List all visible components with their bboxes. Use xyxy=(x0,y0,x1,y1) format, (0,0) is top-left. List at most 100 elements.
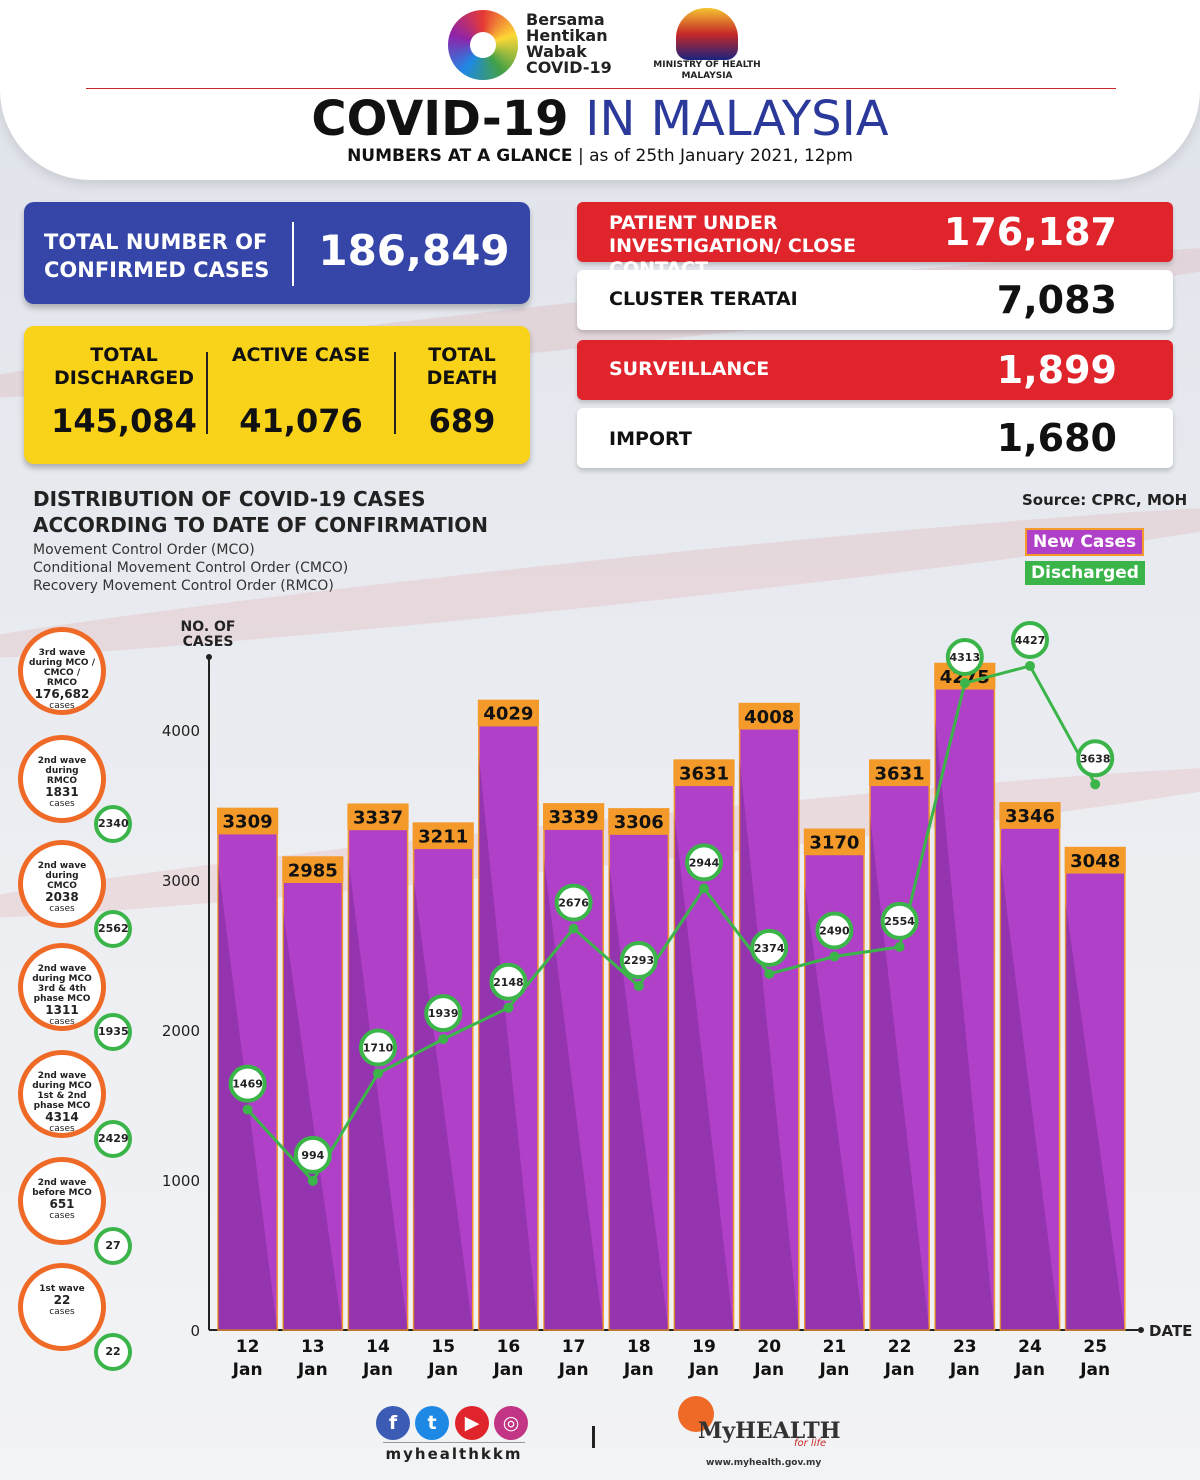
discharged-value-label: 4313 xyxy=(949,651,980,664)
x-tick-month: Jan xyxy=(492,1360,523,1380)
cluster-label: CLUSTER TERATAI xyxy=(609,288,798,310)
discharged-marker xyxy=(815,911,854,950)
x-tick-month: Jan xyxy=(362,1360,393,1380)
surveillance-value: 1,899 xyxy=(996,348,1117,392)
import-row: IMPORT 1,680 xyxy=(577,408,1173,468)
x-tick-day: 25 xyxy=(1083,1337,1107,1357)
wave-bubble: 2nd wave before MCO 651 cases xyxy=(18,1157,106,1245)
discharged-marker xyxy=(619,941,658,980)
discharged-marker xyxy=(489,962,528,1001)
discharged-marker xyxy=(685,843,723,882)
discharged-value: 145,084 xyxy=(51,402,197,440)
youtube-icon[interactable]: ▶ xyxy=(455,1406,489,1440)
wave-label: 3rd wave during MCO / CMCO / RMCO xyxy=(29,648,95,688)
x-tick-month: Jan xyxy=(688,1360,719,1380)
bar-shade xyxy=(218,863,278,1330)
wave-label: 2nd wave before MCO xyxy=(32,1178,92,1198)
wave-count: 1311 xyxy=(45,1003,79,1017)
facebook-icon[interactable]: f xyxy=(376,1406,410,1440)
bar-value-label: 3346 xyxy=(1005,806,1055,827)
wave-bubble: 3rd wave during MCO / CMCO / RMCO 176,682… xyxy=(18,627,106,715)
y-tick-label: 2000 xyxy=(162,1022,200,1040)
myhealth-brand: MyHEALTH xyxy=(698,1418,841,1444)
discharged-point xyxy=(633,981,644,992)
pui-close-contact-row: PATIENT UNDER INVESTIGATION/ CLOSE CONTA… xyxy=(577,202,1173,280)
discharged-value-label: 2554 xyxy=(884,915,915,928)
y-tick-label: 3000 xyxy=(162,872,200,890)
bar-label-bg xyxy=(999,802,1061,829)
wave-discharged-badge: 2562 xyxy=(94,910,132,948)
x-tick-day: 24 xyxy=(1018,1337,1042,1357)
bar xyxy=(478,724,539,1331)
wave-unit: cases xyxy=(49,904,75,914)
campaign-logo-text: Bersama Hentikan Wabak COVID-19 xyxy=(526,10,612,77)
legend-new-cases: New Cases xyxy=(1025,528,1145,556)
discharged-value-label: 3638 xyxy=(1080,752,1111,765)
discharged-value-label: 2293 xyxy=(623,954,654,967)
discharged-point xyxy=(829,951,840,962)
y-axis-label: NO. OF xyxy=(181,619,236,635)
discharged-value-label: 2676 xyxy=(558,897,589,910)
y-tick-label: 1000 xyxy=(162,1172,200,1190)
instagram-icon[interactable]: ◎ xyxy=(494,1406,528,1440)
surveillance-row: SURVEILLANCE 1,899 xyxy=(577,340,1173,400)
discharged-point xyxy=(373,1068,383,1079)
wave-count: 1831 xyxy=(45,785,79,799)
death-stat: TOTAL DEATH 689 xyxy=(408,344,516,440)
wave-label: 2nd wave during CMCO xyxy=(37,861,87,891)
x-tick-month: Jan xyxy=(818,1360,849,1380)
y-axis-label: CASES xyxy=(183,634,234,650)
note-mco: Movement Control Order (MCO) xyxy=(33,542,255,558)
discharged-value-label: 2490 xyxy=(819,925,850,938)
x-tick-day: 13 xyxy=(301,1337,325,1357)
discharged-marker xyxy=(1076,739,1115,778)
discharged-marker xyxy=(293,1135,332,1174)
x-axis-label: DATE xyxy=(1149,1322,1192,1340)
discharged-value-label: 994 xyxy=(301,1149,324,1162)
discharged-marker xyxy=(424,994,463,1033)
bar-label-bg xyxy=(803,828,865,855)
wave-bubble: 2nd wave during RMCO 1831 cases xyxy=(18,735,106,823)
discharged-value-label: 2374 xyxy=(754,942,785,955)
bar-label-bg xyxy=(282,856,344,883)
bar-value-label: 3170 xyxy=(809,833,859,854)
y-tick-label: 4000 xyxy=(162,722,200,740)
bar-shade xyxy=(935,718,995,1330)
confirmed-cases-value: 186,849 xyxy=(318,226,510,275)
bar-value-label: 3339 xyxy=(549,807,599,828)
chart-title: DISTRIBUTION OF COVID-19 CASES ACCORDING… xyxy=(33,487,488,537)
twitter-icon[interactable]: t xyxy=(415,1406,449,1440)
discharged-marker xyxy=(750,928,789,967)
bar-shade xyxy=(804,884,864,1330)
wave-discharged-badge: 2340 xyxy=(94,805,132,843)
wave-label: 2nd wave during RMCO xyxy=(37,756,87,786)
card-divider xyxy=(292,222,294,286)
x-tick-month: Jan xyxy=(884,1360,915,1380)
confirmed-cases-label: TOTAL NUMBER OF CONFIRMED CASES xyxy=(44,230,270,282)
discharged-marker xyxy=(1011,620,1049,659)
x-tick-month: Jan xyxy=(232,1360,263,1380)
chart-notes: Movement Control Order (MCO) Conditional… xyxy=(33,541,348,595)
bar-label-bg xyxy=(217,807,279,834)
bar xyxy=(282,881,344,1331)
bar-value-label: 3337 xyxy=(353,807,403,828)
wave-bubble: 1st wave 22 cases xyxy=(18,1263,106,1351)
discharged-point xyxy=(699,883,709,894)
x-axis-arrow xyxy=(1138,1327,1144,1333)
bar-value-label: 4275 xyxy=(940,667,990,688)
bar-label-bg xyxy=(412,822,474,849)
chart-source: Source: CPRC, MOH xyxy=(1022,491,1188,509)
pui-value: 176,187 xyxy=(943,210,1117,254)
bar-value-label: 3211 xyxy=(418,826,468,847)
bar-label-bg xyxy=(608,808,670,835)
wave-bubble: 2nd wave during MCO 1st & 2nd phase MCO 4… xyxy=(18,1050,106,1138)
x-tick-month: Jan xyxy=(297,1360,328,1380)
discharged-value-label: 1469 xyxy=(232,1078,263,1091)
x-tick-month: Jan xyxy=(623,1360,654,1380)
bar-label-bg xyxy=(738,702,800,729)
bar-shade xyxy=(1000,858,1060,1330)
page-subtitle: NUMBERS AT A GLANCE | as of 25th January… xyxy=(347,146,853,166)
x-tick-month: Jan xyxy=(558,1360,589,1380)
x-tick-month: Jan xyxy=(1014,1360,1045,1380)
